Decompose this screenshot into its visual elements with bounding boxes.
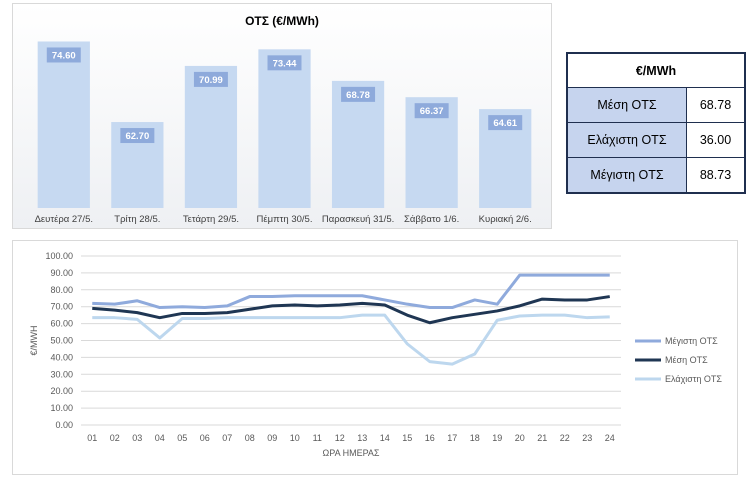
y-tick-label: 70.00 — [50, 302, 73, 312]
series-line-2 — [92, 295, 610, 325]
y-tick-label: 30.00 — [50, 369, 73, 379]
bar-label-box — [120, 128, 155, 144]
bar-value-label: 73.44 — [273, 58, 297, 69]
stats-value-max: 88.73 — [686, 157, 746, 194]
line-chart-panel: 0.00 10.00 20.00 30.00 40.00 50.00 60.00 70.00 8… — [12, 240, 738, 475]
y-tick-label: 40.00 — [50, 352, 73, 362]
x-tick-label: 13 — [357, 433, 367, 443]
stats-table: €/MWh Μέση ΟΤΣ 68.78 Ελάχιστη ΟΤΣ 36.00 … — [566, 52, 746, 194]
x-tick-label: 12 — [335, 433, 345, 443]
bar-category-label: Δευτέρα 27/5. — [35, 214, 93, 225]
x-tick-label: 06 — [200, 433, 210, 443]
stats-label-min: Ελάχιστη ΟΤΣ — [566, 122, 687, 158]
bar-label-box — [341, 86, 376, 102]
stats-row-min: Ελάχιστη ΟΤΣ 36.00 — [566, 122, 746, 158]
bar-category-label: Κυριακή 2/6. — [479, 214, 532, 225]
x-tick-label: 11 — [313, 433, 322, 443]
x-tick-label: 18 — [470, 433, 480, 443]
bar-4 — [258, 49, 311, 209]
y-tick-label: 60.00 — [50, 319, 73, 329]
y-tick-label: 50.00 — [50, 336, 73, 346]
x-tick-label: 20 — [515, 433, 525, 443]
series-line-1 — [92, 273, 610, 310]
x-tick-label: 16 — [425, 433, 435, 443]
bar-category-label: Σάββατο 1/6. — [404, 214, 459, 225]
x-tick-label: 24 — [605, 433, 615, 443]
y-tick-label: 100.00 — [45, 251, 73, 261]
stats-row-max: Μέγιστη ΟΤΣ 88.73 — [566, 157, 746, 194]
x-tick-label: 03 — [132, 433, 142, 443]
bar-chart-title: ΟΤΣ (€/MWh) — [245, 14, 319, 28]
y-tick-label: 0.00 — [55, 420, 73, 430]
line-chart: 0.00 10.00 20.00 30.00 40.00 50.00 60.00 70.00 8… — [29, 251, 722, 458]
x-tick-label: 08 — [245, 433, 255, 443]
bar-value-label: 66.37 — [420, 106, 444, 117]
bar-label-box — [193, 71, 228, 87]
x-tick-label: 23 — [582, 433, 592, 443]
x-tick-label: 09 — [267, 433, 277, 443]
bar-category-label: Τετάρτη 29/5. — [183, 214, 239, 225]
stats-label-avg: Μέση ΟΤΣ — [566, 87, 687, 123]
x-tick-label: 02 — [110, 433, 120, 443]
series-line-3 — [92, 313, 610, 366]
bar-chart: 74.60 Δευτέρα 27/5. 62.70 Τρίτη 28/5. 70.99 Τ… — [35, 41, 532, 225]
x-tick-label: 15 — [402, 433, 412, 443]
x-tick-label: 19 — [492, 433, 502, 443]
bar-label-box — [267, 55, 302, 71]
bar-value-label: 70.99 — [199, 75, 223, 86]
bar-category-label: Πέμπτη 30/5. — [257, 214, 313, 225]
x-tick-label: 05 — [177, 433, 187, 443]
bar-5 — [331, 80, 385, 208]
bar-category-label: Τρίτη 28/5. — [114, 214, 160, 225]
y-tick-label: 10.00 — [50, 403, 73, 413]
stats-value-avg: 68.78 — [686, 87, 746, 123]
stats-row-avg: Μέση ΟΤΣ 68.78 — [566, 87, 746, 123]
y-tick-label: 80.00 — [50, 285, 73, 295]
x-tick-label: 01 — [87, 433, 97, 443]
stats-label-max: Μέγιστη ΟΤΣ — [566, 157, 687, 194]
bar-label-box — [414, 103, 449, 119]
legend-label-2: Μέση ΟΤΣ — [665, 355, 708, 365]
bar-label-box — [488, 115, 523, 131]
x-tick-label: 07 — [222, 433, 232, 443]
x-tick-label: 22 — [560, 433, 570, 443]
x-tick-label: 14 — [380, 433, 390, 443]
legend-label-3: Ελάχιστη ΟΤΣ — [665, 374, 722, 384]
x-tick-label: 21 — [537, 433, 547, 443]
bar-1 — [37, 41, 90, 208]
y-tick-label: 90.00 — [50, 268, 73, 278]
x-tick-label: 10 — [290, 433, 300, 443]
y-tick-label: 20.00 — [50, 386, 73, 396]
bar-value-label: 68.78 — [346, 90, 370, 101]
y-axis-title: €/MWH — [29, 326, 39, 356]
x-tick-label: 17 — [447, 433, 457, 443]
bar-value-label: 74.60 — [52, 50, 76, 61]
stats-value-min: 36.00 — [686, 122, 746, 158]
x-axis-title: ΩΡΑ ΗΜΕΡΑΣ — [323, 448, 380, 458]
stats-header: €/MWh — [566, 52, 746, 88]
x-tick-label: 04 — [155, 433, 165, 443]
bar-chart-panel: 74.60 Δευτέρα 27/5. 62.70 Τρίτη 28/5. 70.99 Τ… — [12, 3, 552, 229]
legend-label-1: Μέγιστη ΟΤΣ — [665, 336, 718, 346]
bar-3 — [184, 65, 238, 208]
bar-category-label: Παρασκευή 31/5. — [322, 214, 394, 225]
bar-label-box — [46, 47, 81, 63]
bar-value-label: 64.61 — [493, 118, 517, 129]
bar-value-label: 62.70 — [125, 131, 149, 142]
